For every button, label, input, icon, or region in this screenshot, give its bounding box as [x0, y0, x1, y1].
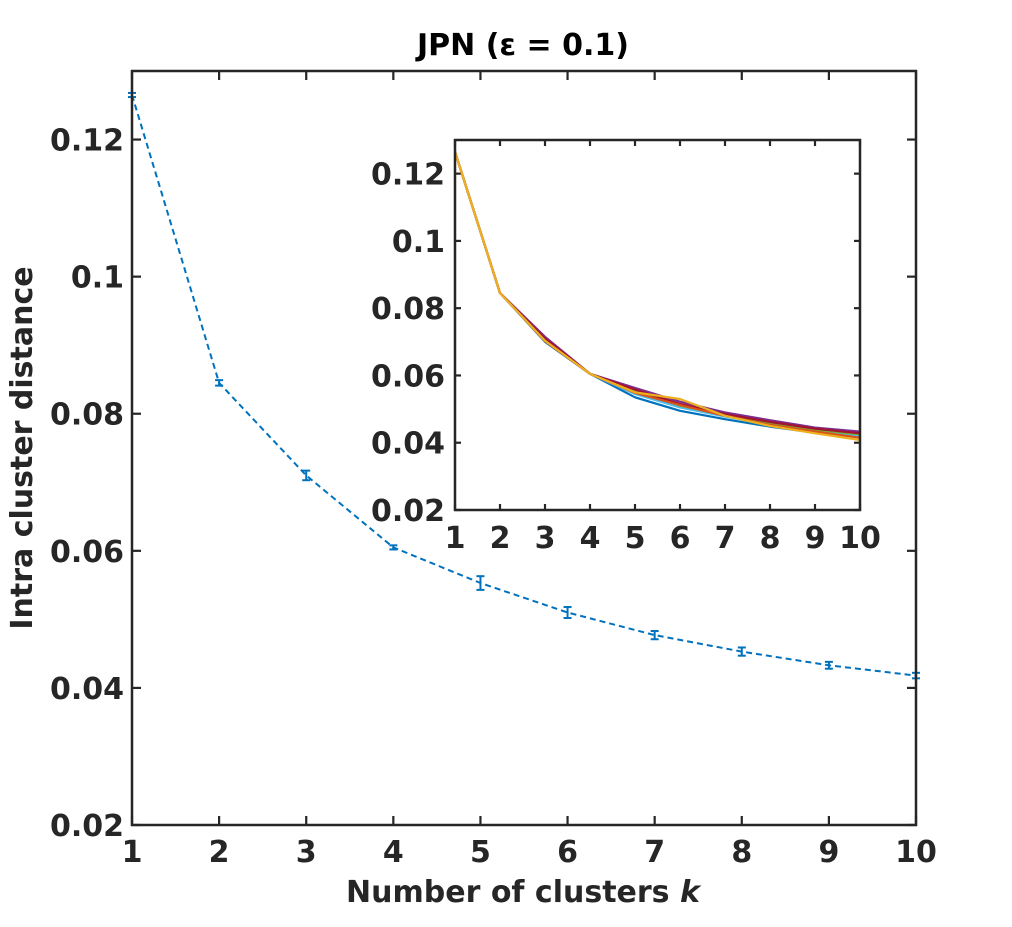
x-axis-label: Number of clusters k: [346, 875, 702, 910]
inset-x-tick-label: 8: [760, 521, 781, 556]
error-bar: [215, 379, 224, 387]
inset-y-tick-label: 0.02: [371, 494, 445, 529]
x-tick-label: 10: [895, 835, 937, 870]
x-tick-label: 7: [644, 835, 665, 870]
inset-axes-frame: [453, 138, 862, 512]
y-tick-label: 0.06: [50, 535, 124, 570]
inset-x-tick-label: 2: [490, 521, 511, 556]
inset-x-tick-label: 5: [625, 521, 646, 556]
x-tick-label: 4: [383, 835, 404, 870]
chart-title: JPN (ε = 0.1): [415, 28, 629, 63]
error-bar: [737, 646, 746, 657]
axes-frame: [130, 69, 918, 827]
main-plot: 0.020.040.060.080.10.121 2 3 4 5 6 7 8 9 10: [50, 69, 937, 870]
inset-y-tick-label: 0.04: [371, 427, 445, 462]
x-tick-label: 6: [557, 835, 578, 870]
inset-y-tick-label: 0.06: [371, 359, 445, 394]
y-tick-label: 0.12: [50, 124, 124, 159]
inset-y-tick-label: 0.1: [392, 225, 445, 260]
y-tick-label: 0.02: [50, 809, 124, 844]
x-tick-label: 8: [731, 835, 752, 870]
y-axis-label: Intra cluster distance: [5, 266, 40, 629]
error-bar: [302, 469, 311, 482]
inset-x-tick-label: 4: [580, 521, 601, 556]
x-tick-label: 5: [470, 835, 491, 870]
error-bar: [650, 630, 659, 641]
x-tick-label: 2: [209, 835, 230, 870]
y-tick-label: 0.08: [50, 398, 124, 433]
error-bar: [476, 575, 485, 591]
x-axis-label-variable: k: [680, 875, 702, 910]
inset-series-line-run-7: [453, 151, 861, 442]
inset-x-tick-label: 10: [839, 521, 881, 556]
inset-y-tick-label: 0.08: [371, 292, 445, 327]
inset-x-tick-label: 6: [670, 521, 691, 556]
error-bar: [563, 606, 572, 619]
y-tick-label: 0.04: [50, 672, 124, 707]
inset-x-tick-label: 7: [715, 521, 736, 556]
x-tick-label: 9: [818, 835, 839, 870]
inset-x-tick-label: 3: [535, 521, 556, 556]
x-axis-label-text: Number of clusters: [346, 875, 680, 910]
inset-y-tick-label: 0.12: [371, 158, 445, 193]
inset-x-tick-label: 1: [445, 521, 466, 556]
inset-x-tick-label: 9: [805, 521, 826, 556]
x-tick-label: 1: [122, 835, 143, 870]
y-tick-label: 0.1: [71, 261, 124, 296]
x-tick-label: 3: [296, 835, 317, 870]
inset-background: [455, 140, 860, 510]
error-bar: [389, 544, 398, 551]
series-line-mean: [131, 94, 917, 677]
error-bar: [824, 660, 833, 670]
inset-plot: 0.02 0.04 0.06 0.08 0.1 0.12 1 2 3 4 5 6 7 8 9 10: [371, 138, 881, 556]
